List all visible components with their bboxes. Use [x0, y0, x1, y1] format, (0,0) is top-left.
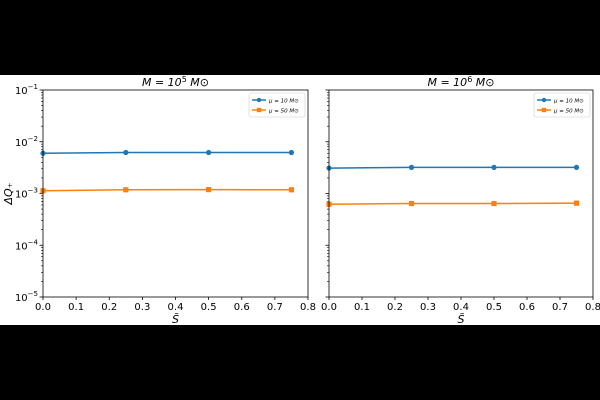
title-post: M⊙ [472, 76, 494, 89]
data-point [408, 164, 415, 170]
y-axis-label: ΔQ₊ [2, 182, 15, 205]
data-point [491, 164, 497, 170]
x-tick-label: 0.3 [134, 302, 150, 313]
legend-marker-circle [541, 97, 547, 103]
x-tick-label: 0.7 [552, 302, 568, 313]
legend-box [533, 92, 591, 118]
series-line-2 [42, 188, 292, 192]
y-tick-base: 10 [15, 190, 28, 201]
y-tick-label: 10−1 [15, 83, 38, 97]
legend-label: μ = 50 M⊙ [553, 108, 584, 114]
series-line-1 [42, 151, 292, 154]
y-tick-exponent: −2 [28, 135, 38, 143]
x-axis-label: S̃ [458, 313, 465, 325]
data-point [123, 187, 129, 193]
y-tick-exponent: −5 [28, 290, 38, 298]
data-point [408, 200, 415, 207]
chart-title: M = 105 M⊙ [142, 75, 209, 89]
y-tick-exponent: −4 [28, 238, 39, 246]
title-exp: 6 [467, 75, 472, 84]
legend: μ = 10 M⊙ μ = 50 M⊙ [533, 92, 591, 118]
x-tick-label: 0.5 [201, 302, 217, 313]
legend-box [248, 92, 306, 118]
y-tick-label: 10−3 [15, 187, 38, 201]
data-point [288, 149, 295, 156]
y-tick-label: 10−2 [15, 135, 38, 149]
x-tick-label: 0.6 [234, 302, 250, 313]
y-tick-label: 10−5 [15, 290, 38, 304]
legend-label: μ = 10 M⊙ [553, 98, 584, 104]
legend-label: μ = 10 M⊙ [268, 98, 299, 104]
axes-frame [328, 89, 594, 298]
x-tick-label: 0.8 [585, 302, 600, 313]
x-tick-label: 0.0 [35, 302, 51, 313]
chart-canvas: 0.0 0.1 0.2 0.3 0.4 0.5 0.6 0.7 0.810−510−410−31… [2, 75, 600, 326]
figure: 0.0 0.1 0.2 0.3 0.4 0.5 0.6 0.7 0.8 10−5 10−4 10−3 1… [0, 75, 600, 326]
series-line-1 [328, 166, 577, 169]
data-point [288, 187, 295, 193]
panel-2: 0.0 0.1 0.2 0.3 0.4 0.5 0.6 0.7 0.8 M = 106 M⊙ S̃ μ… [321, 75, 600, 326]
panel-1: 0.0 0.1 0.2 0.3 0.4 0.5 0.6 0.7 0.810−510−410−31… [2, 75, 316, 326]
data-point [206, 149, 212, 156]
data-point [491, 200, 497, 207]
y-tick-base: 10 [15, 293, 28, 304]
x-tick-label: 0.3 [420, 302, 436, 313]
data-point [123, 149, 129, 156]
x-tick-label: 0.6 [519, 302, 535, 313]
x-tick-label: 0.4 [168, 302, 184, 313]
chart-title: M = 106 M⊙ [427, 75, 494, 89]
series-line-2 [328, 202, 577, 205]
x-tick-label: 0.4 [453, 302, 469, 313]
legend: μ = 10 M⊙ μ = 50 M⊙ [248, 92, 306, 118]
axes-frame [42, 89, 309, 298]
x-tick-label: 0.7 [267, 302, 283, 313]
legend-label: μ = 50 M⊙ [268, 108, 299, 114]
x-tick-label: 0.0 [321, 302, 337, 313]
title-pre: M = 10 [142, 76, 182, 89]
y-tick-base: 10 [15, 241, 28, 252]
legend-marker-square [541, 107, 547, 113]
data-point [206, 186, 212, 193]
x-tick-label: 0.2 [387, 302, 403, 313]
y-tick-label: 10−4 [15, 238, 39, 252]
legend-marker-square [256, 107, 262, 113]
x-tick-label: 0.1 [68, 302, 84, 313]
x-axis-label: S̃ [172, 313, 179, 325]
title-pre: M = 10 [427, 76, 467, 89]
y-tick-base: 10 [15, 138, 28, 149]
data-point [573, 164, 580, 170]
x-tick-label: 0.8 [300, 302, 316, 313]
title-post: M⊙ [187, 76, 209, 89]
y-tick-exponent: −1 [28, 83, 38, 91]
x-tick-label: 0.2 [101, 302, 117, 313]
y-tick-base: 10 [15, 86, 28, 97]
title-exp: 5 [182, 75, 187, 84]
x-tick-label: 0.1 [354, 302, 370, 313]
data-point [573, 200, 580, 206]
legend-marker-circle [256, 97, 262, 103]
y-tick-exponent: −3 [28, 187, 38, 195]
x-tick-label: 0.5 [486, 302, 502, 313]
